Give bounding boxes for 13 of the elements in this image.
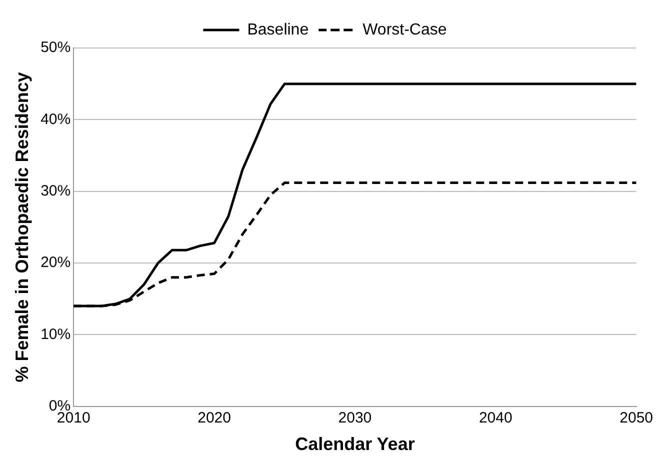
x-tick-label: 2020 [198,410,231,427]
y-tick-label: 50% [40,39,71,56]
x-axis-title: Calendar Year [295,434,415,454]
y-tick-label: 40% [40,110,71,128]
y-tick-label: 20% [40,254,71,272]
y-tick-label: 10% [40,326,71,343]
legend-label: Worst-Case [362,21,447,38]
y-axis-title: % Female in Orthopaedic Residency [12,72,32,382]
x-tick-label: 2050 [620,410,654,427]
x-tick-label: 2040 [478,410,512,427]
legend-label: Baseline [247,21,309,38]
y-tick-label: 30% [40,182,71,200]
x-tick-label: 2030 [338,410,372,427]
